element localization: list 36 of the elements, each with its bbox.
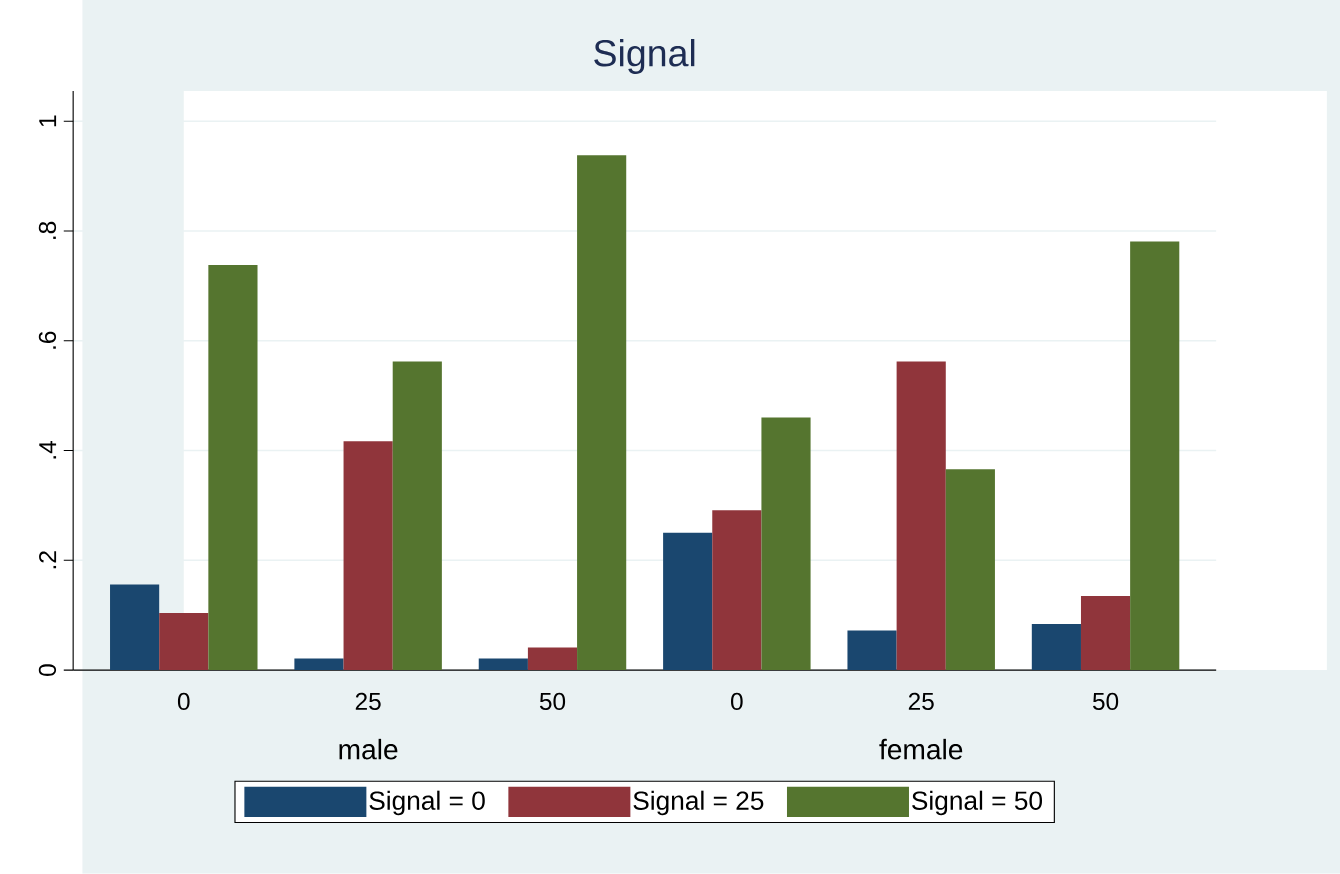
bar: [945, 469, 995, 671]
bar: [208, 265, 258, 671]
bar: [1080, 596, 1131, 671]
bar: [478, 658, 528, 671]
x-tick-label: 25: [908, 692, 934, 711]
y-tick-label: .4: [39, 441, 57, 459]
bar: [527, 647, 578, 671]
legend-label: Signal = 0: [369, 790, 485, 816]
bar: [712, 510, 762, 671]
bar: [1031, 624, 1081, 671]
y-tick-label: 0: [38, 664, 57, 677]
legend-label: Signal = 50: [912, 790, 1043, 816]
x-tick-label: 50: [539, 692, 566, 711]
bar: [159, 613, 209, 671]
bar: [761, 417, 811, 671]
y-tick-label: .2: [39, 551, 57, 569]
bar: [294, 658, 344, 671]
legend-label: Signal = 25: [633, 790, 764, 816]
bar: [1130, 241, 1180, 671]
x-tick-label: 0: [177, 692, 190, 711]
bar: [663, 532, 713, 671]
bar: [392, 361, 442, 671]
text: male: [339, 738, 398, 760]
x-tick-label: 25: [355, 692, 381, 711]
chart-title: Signal: [594, 39, 695, 75]
y-tick-label: 1: [39, 115, 57, 127]
bar: [577, 155, 627, 671]
y-tick-label: .8: [38, 222, 57, 240]
y-tick-label: .6: [38, 331, 57, 349]
text: female: [879, 738, 963, 760]
bar: [110, 584, 160, 671]
x-tick-label: 0: [731, 692, 743, 711]
bar: [847, 630, 897, 671]
x-tick-label: 50: [1092, 692, 1119, 711]
bar: [896, 361, 946, 671]
bar: [343, 441, 393, 671]
